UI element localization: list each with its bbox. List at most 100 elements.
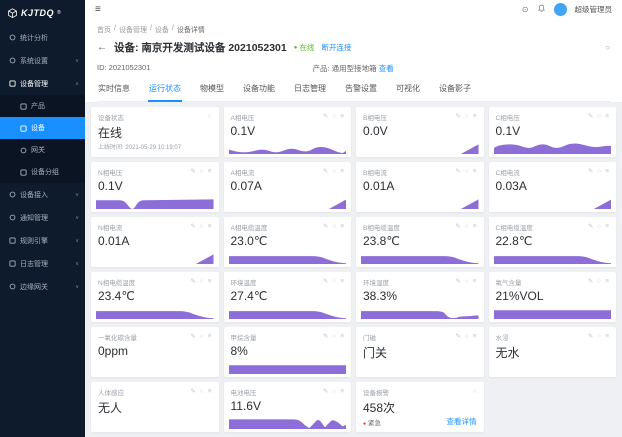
more-icon[interactable]: ≡	[605, 332, 609, 340]
refresh-icon[interactable]: ○	[597, 167, 602, 175]
metric-card-1[interactable]: A相电压 ✎ ○ ≡ 0.1V	[223, 107, 351, 157]
more-icon[interactable]: ≡	[472, 167, 477, 175]
refresh-icon[interactable]: ○	[332, 167, 337, 175]
edit-icon[interactable]: ✎	[322, 387, 329, 395]
breadcrumb-item[interactable]: 设备详情	[176, 27, 205, 34]
refresh-icon[interactable]: ○	[332, 387, 337, 395]
tab-7[interactable]: 设备影子	[439, 84, 471, 93]
more-icon[interactable]: ≡	[207, 387, 212, 395]
refresh-icon[interactable]: ○	[464, 332, 469, 340]
edit-icon[interactable]: ✎	[322, 167, 329, 175]
refresh-icon[interactable]: ○	[464, 222, 469, 230]
refresh-icon[interactable]: ○	[597, 222, 602, 230]
edit-icon[interactable]: ✎	[190, 277, 196, 285]
refresh-icon[interactable]: ○	[199, 222, 204, 230]
metric-card-0[interactable]: 设备状态 ○ 在线 上线时间: 2021-05-29 10:19:07	[91, 107, 219, 157]
more-icon[interactable]: ≡	[340, 277, 344, 285]
metric-card-11[interactable]: C相电缆温度 ✎ ○ ≡ 22.8℃	[488, 217, 616, 267]
more-icon[interactable]: ≡	[605, 277, 609, 285]
metric-card-8[interactable]: N相电流 ✎ ○ ≡ 0.01A	[91, 217, 219, 267]
edit-icon[interactable]: ✎	[455, 112, 461, 120]
refresh-icon[interactable]: ○	[332, 332, 337, 340]
refresh-icon[interactable]: ○	[332, 112, 337, 120]
sidebar-subitem-2-3[interactable]: 设备分组	[0, 161, 85, 183]
view-details-link[interactable]: 查看详情	[446, 417, 477, 426]
refresh-icon[interactable]: ○	[597, 277, 602, 285]
sidebar-item-7[interactable]: 边缘网关 ∨	[0, 275, 85, 298]
tab-2[interactable]: 物模型	[200, 84, 224, 93]
metric-card-19[interactable]: 水浸 ✎ ○ ≡ 无水	[488, 327, 616, 377]
more-icon[interactable]: ≡	[340, 222, 344, 230]
refresh-icon[interactable]: ○	[332, 277, 337, 285]
metric-card-17[interactable]: 甲烷含量 ✎ ○ ≡ 8%	[223, 327, 351, 377]
tab-1[interactable]: 运行状态	[148, 83, 182, 102]
refresh-icon[interactable]: ○	[597, 112, 602, 120]
sidebar-subitem-2-2[interactable]: 网关	[0, 139, 85, 161]
metric-card-7[interactable]: C相电流 ✎ ○ ≡ 0.03A	[488, 162, 616, 212]
refresh-icon[interactable]: ○	[605, 43, 610, 52]
more-icon[interactable]: ≡	[472, 277, 477, 285]
refresh-icon[interactable]: ○	[464, 167, 469, 175]
edit-icon[interactable]: ✎	[587, 167, 594, 175]
edit-icon[interactable]: ✎	[455, 332, 461, 340]
product-view-link[interactable]: 查看	[378, 64, 394, 73]
refresh-icon[interactable]: ○	[199, 167, 204, 175]
edit-icon[interactable]: ✎	[190, 167, 196, 175]
sidebar-subitem-2-1[interactable]: 设备	[0, 117, 85, 139]
more-icon[interactable]: ≡	[340, 167, 344, 175]
metric-card-9[interactable]: A相电缆温度 ✎ ○ ≡ 23.0℃	[223, 217, 351, 267]
sidebar-item-3[interactable]: 设备接入 ∨	[0, 183, 85, 206]
metric-card-10[interactable]: B相电缆温度 ✎ ○ ≡ 23.8℃	[356, 217, 484, 267]
more-icon[interactable]: ≡	[605, 222, 609, 230]
more-icon[interactable]: ≡	[472, 112, 477, 120]
disconnect-link[interactable]: 断开连接	[321, 43, 352, 52]
user-name[interactable]: 超级管理员	[574, 5, 613, 14]
metric-card-13[interactable]: 环境温度 ✎ ○ ≡ 27.4℃	[223, 272, 351, 322]
more-icon[interactable]: ≡	[472, 332, 477, 340]
breadcrumb-item[interactable]: 首页	[97, 27, 111, 34]
back-arrow-icon[interactable]: ←	[97, 42, 107, 53]
refresh-icon[interactable]: ○	[597, 332, 602, 340]
refresh-icon[interactable]: ○	[199, 387, 204, 395]
more-icon[interactable]: ≡	[605, 167, 609, 175]
sidebar-item-4[interactable]: 通知管理 ∨	[0, 206, 85, 229]
more-icon[interactable]: ≡	[207, 332, 212, 340]
sidebar-item-0[interactable]: 统计分析	[0, 26, 85, 49]
refresh-icon[interactable]: ○	[199, 332, 204, 340]
edit-icon[interactable]: ✎	[587, 277, 594, 285]
more-icon[interactable]: ≡	[340, 112, 344, 120]
metric-card-22[interactable]: 设备报警 ○ 458次 ● 紧急 查看详情	[356, 382, 484, 432]
more-icon[interactable]: ≡	[605, 112, 609, 120]
more-icon[interactable]: ≡	[340, 387, 344, 395]
breadcrumb-item[interactable]: 设备	[154, 27, 169, 34]
sidebar-subitem-2-0[interactable]: 产品	[0, 95, 85, 117]
metric-card-21[interactable]: 电池电压 ✎ ○ ≡ 11.6V	[223, 382, 351, 432]
edit-icon[interactable]: ✎	[322, 277, 329, 285]
edit-icon[interactable]: ✎	[455, 167, 461, 175]
tab-5[interactable]: 告警设置	[345, 84, 377, 93]
edit-icon[interactable]: ✎	[190, 332, 196, 340]
sidebar-item-1[interactable]: 系统设置 ∨	[0, 49, 85, 72]
menu-collapse-icon[interactable]: ≡	[95, 4, 101, 15]
refresh-icon[interactable]: ○	[464, 277, 469, 285]
more-icon[interactable]: ≡	[207, 277, 212, 285]
edit-icon[interactable]: ✎	[587, 112, 594, 120]
refresh-icon[interactable]: ○	[472, 387, 477, 395]
tab-0[interactable]: 实时信息	[98, 84, 130, 93]
metric-card-12[interactable]: N相电缆温度 ✎ ○ ≡ 23.4℃	[91, 272, 219, 322]
tab-4[interactable]: 日志管理	[294, 84, 326, 93]
sidebar-item-5[interactable]: 规则引擎 ∨	[0, 229, 85, 252]
more-icon[interactable]: ≡	[472, 222, 477, 230]
edit-icon[interactable]: ✎	[190, 222, 196, 230]
sidebar-item-6[interactable]: 日志管理 ∨	[0, 252, 85, 275]
metric-card-15[interactable]: 氧气含量 ✎ ○ ≡ 21%VOL	[488, 272, 616, 322]
metric-card-2[interactable]: B相电压 ✎ ○ ≡ 0.0V	[356, 107, 484, 157]
edit-icon[interactable]: ✎	[322, 112, 329, 120]
breadcrumb-item[interactable]: 设备管理	[118, 27, 147, 34]
metric-card-20[interactable]: 人体感应 ✎ ○ ≡ 无人	[91, 382, 219, 432]
avatar[interactable]	[553, 3, 567, 16]
more-icon[interactable]: ≡	[207, 167, 212, 175]
edit-icon[interactable]: ✎	[455, 277, 461, 285]
metric-card-6[interactable]: B相电流 ✎ ○ ≡ 0.01A	[356, 162, 484, 212]
more-icon[interactable]: ≡	[340, 332, 344, 340]
